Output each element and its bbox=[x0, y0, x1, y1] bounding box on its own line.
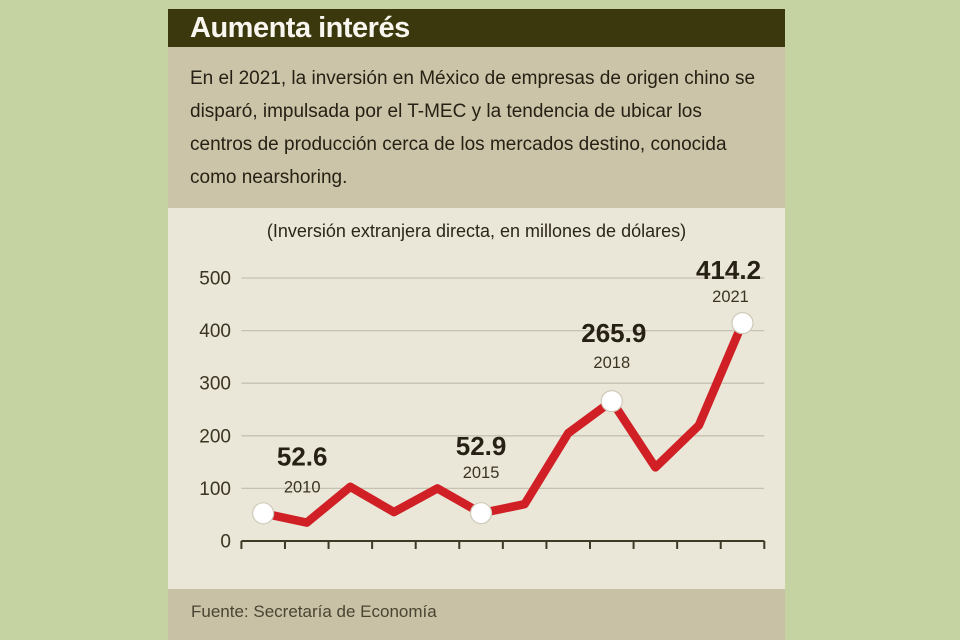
data-point-year-label: 2015 bbox=[463, 464, 500, 482]
source-footer: Fuente: Secretaría de Economía bbox=[168, 589, 785, 640]
data-point-marker bbox=[252, 502, 275, 525]
intro-text: En el 2021, la inversión en México de em… bbox=[190, 68, 756, 188]
data-point-year-label: 2010 bbox=[284, 478, 321, 496]
y-axis-tick-label: 400 bbox=[199, 321, 231, 342]
data-point-marker bbox=[600, 390, 623, 413]
data-point-value-label: 52.6 bbox=[277, 441, 328, 471]
data-point-value-label: 414.2 bbox=[696, 255, 761, 285]
y-axis-tick-label: 500 bbox=[199, 269, 231, 290]
investment-line bbox=[258, 318, 747, 527]
source-text: Fuente: Secretaría de Economía bbox=[191, 602, 437, 621]
chart-panel: (Inversión extranjera directa, en millon… bbox=[168, 208, 785, 589]
data-point-year-label: 2018 bbox=[593, 354, 630, 372]
y-axis-tick-label: 0 bbox=[220, 532, 231, 553]
y-axis-tick-label: 300 bbox=[199, 374, 231, 395]
line-chart: 0 100 200 300 400 500 52.6 2010 52.9 2015 265.9 201… bbox=[199, 255, 766, 553]
data-point-marker bbox=[469, 502, 493, 525]
chart-subtitle: (Inversión extranjera directa, en millon… bbox=[266, 221, 687, 241]
data-point-marker bbox=[731, 312, 754, 335]
header-bar: Aumenta interés bbox=[168, 9, 785, 47]
infographic-card: Aumenta interés En el 2021, la inversión… bbox=[168, 9, 785, 640]
y-axis-tick-label: 200 bbox=[199, 426, 231, 447]
data-point-value-label: 52.9 bbox=[456, 431, 507, 461]
page-title: Aumenta interés bbox=[190, 11, 410, 44]
data-point-value-label: 265.9 bbox=[581, 318, 646, 348]
data-point-year-label: 2021 bbox=[712, 288, 749, 306]
intro-section: En el 2021, la inversión en México de em… bbox=[168, 47, 785, 208]
y-axis-tick-label: 100 bbox=[199, 479, 231, 500]
